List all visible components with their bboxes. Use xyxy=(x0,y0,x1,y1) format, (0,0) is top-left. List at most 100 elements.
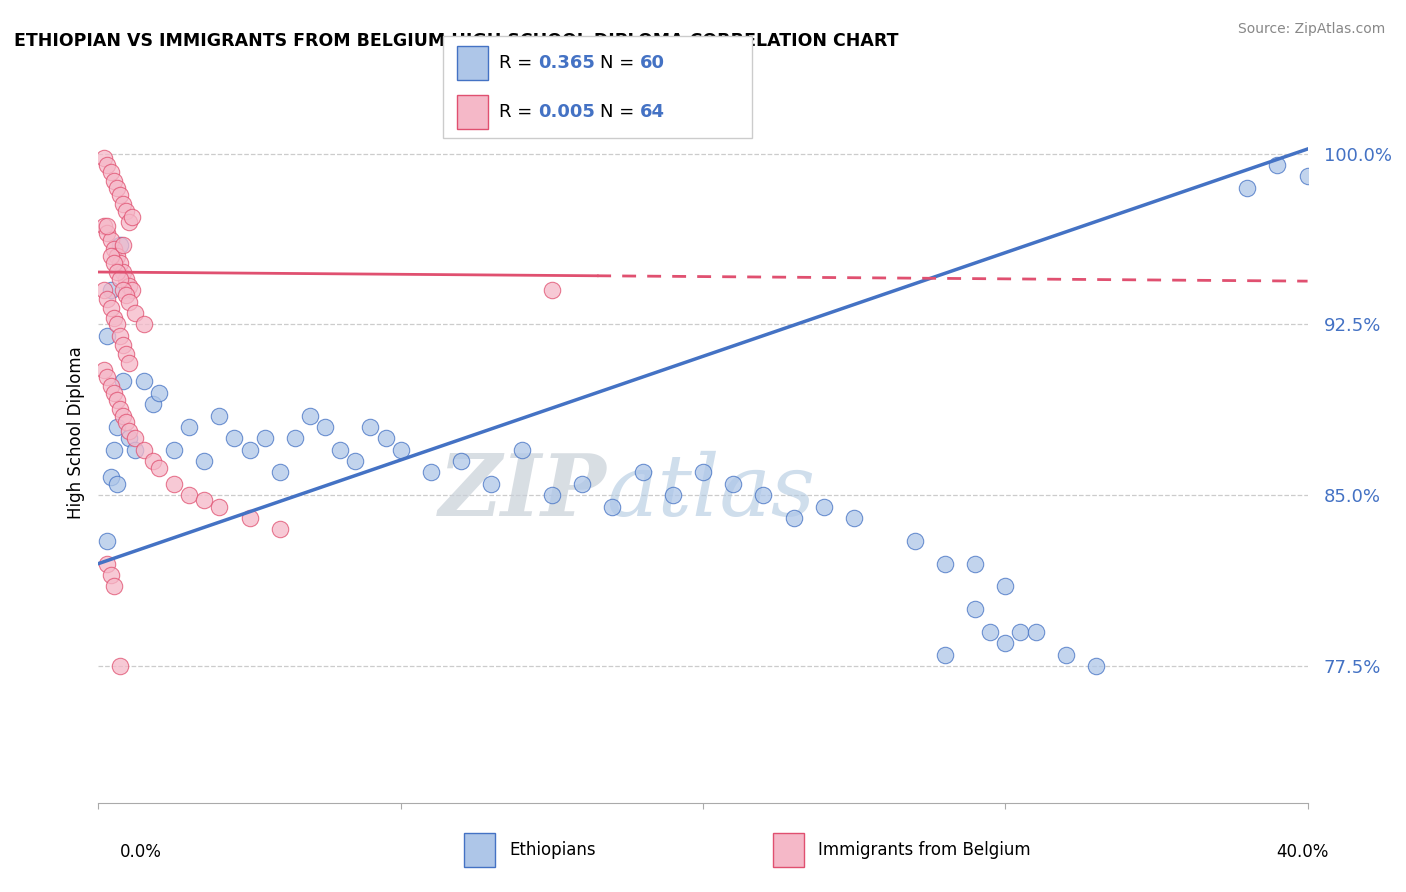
Point xyxy=(1010,624,1032,639)
Point xyxy=(96,328,118,343)
Point xyxy=(179,488,201,502)
Point xyxy=(93,151,115,165)
Point xyxy=(193,492,215,507)
Text: 0.365: 0.365 xyxy=(538,54,595,72)
Text: 0.005: 0.005 xyxy=(538,103,595,121)
Point xyxy=(121,283,143,297)
Point xyxy=(1236,180,1258,194)
Point xyxy=(723,476,745,491)
Point xyxy=(124,442,146,457)
Point xyxy=(103,242,125,256)
Point xyxy=(108,256,131,270)
Point xyxy=(103,579,125,593)
Text: ETHIOPIAN VS IMMIGRANTS FROM BELGIUM HIGH SCHOOL DIPLOMA CORRELATION CHART: ETHIOPIAN VS IMMIGRANTS FROM BELGIUM HIG… xyxy=(14,32,898,50)
Point xyxy=(163,442,186,457)
Point xyxy=(540,488,562,502)
Point xyxy=(1085,659,1108,673)
Point xyxy=(96,533,118,548)
Point xyxy=(450,454,472,468)
Point xyxy=(105,180,128,194)
Point xyxy=(111,237,134,252)
Point xyxy=(269,523,291,537)
Point xyxy=(148,461,170,475)
Point xyxy=(100,283,122,297)
Point xyxy=(118,278,141,293)
Text: N =: N = xyxy=(600,103,640,121)
Point xyxy=(93,219,115,234)
Text: 60: 60 xyxy=(640,54,665,72)
Point xyxy=(108,401,131,416)
Point xyxy=(1024,624,1046,639)
Point xyxy=(783,511,806,525)
Point xyxy=(142,397,165,411)
Text: atlas: atlas xyxy=(606,450,815,533)
Point xyxy=(96,293,118,307)
Point xyxy=(994,579,1017,593)
Y-axis label: High School Diploma: High School Diploma xyxy=(66,346,84,519)
Point xyxy=(904,533,927,548)
Text: 64: 64 xyxy=(640,103,665,121)
Point xyxy=(844,511,866,525)
Point xyxy=(224,431,246,445)
Point xyxy=(420,466,443,480)
Point xyxy=(314,420,336,434)
Point xyxy=(239,442,262,457)
Point xyxy=(103,256,125,270)
Point xyxy=(1296,169,1319,184)
Point xyxy=(96,369,118,384)
Point xyxy=(100,470,122,484)
Point xyxy=(114,272,136,286)
Point xyxy=(360,420,382,434)
Point xyxy=(103,310,125,325)
Point xyxy=(105,476,128,491)
Point xyxy=(118,215,141,229)
Point xyxy=(163,476,186,491)
Point xyxy=(111,265,134,279)
Point xyxy=(108,272,131,286)
Point xyxy=(103,174,125,188)
Text: Source: ZipAtlas.com: Source: ZipAtlas.com xyxy=(1237,22,1385,37)
Point xyxy=(965,557,987,571)
Point xyxy=(100,568,122,582)
Point xyxy=(329,442,352,457)
Point xyxy=(510,442,533,457)
Point xyxy=(105,249,128,263)
Point xyxy=(269,466,291,480)
Point xyxy=(114,347,136,361)
Point xyxy=(105,392,128,407)
Text: R =: R = xyxy=(499,54,538,72)
Point xyxy=(118,425,141,439)
Point xyxy=(96,158,118,172)
Point xyxy=(239,511,262,525)
Point xyxy=(965,602,987,616)
Point xyxy=(121,211,143,225)
Text: ZIP: ZIP xyxy=(439,450,606,533)
Point xyxy=(979,624,1001,639)
Point xyxy=(105,265,128,279)
Point xyxy=(208,500,231,514)
Point xyxy=(96,557,118,571)
Point xyxy=(100,165,122,179)
Point xyxy=(284,431,307,445)
Point xyxy=(813,500,835,514)
Point xyxy=(994,636,1017,650)
Point xyxy=(661,488,683,502)
Point xyxy=(103,442,125,457)
Point xyxy=(481,476,503,491)
Point xyxy=(124,306,146,320)
Point xyxy=(602,500,624,514)
Text: R =: R = xyxy=(499,103,538,121)
Point xyxy=(124,431,146,445)
Point xyxy=(374,431,396,445)
Point xyxy=(111,338,134,352)
Point xyxy=(142,454,165,468)
Point xyxy=(253,431,276,445)
Point xyxy=(934,648,956,662)
Point xyxy=(571,476,593,491)
Point xyxy=(148,385,170,400)
Point xyxy=(631,466,654,480)
Point xyxy=(132,442,155,457)
Point xyxy=(111,196,134,211)
Point xyxy=(100,249,122,263)
Text: 40.0%: 40.0% xyxy=(1277,843,1329,861)
